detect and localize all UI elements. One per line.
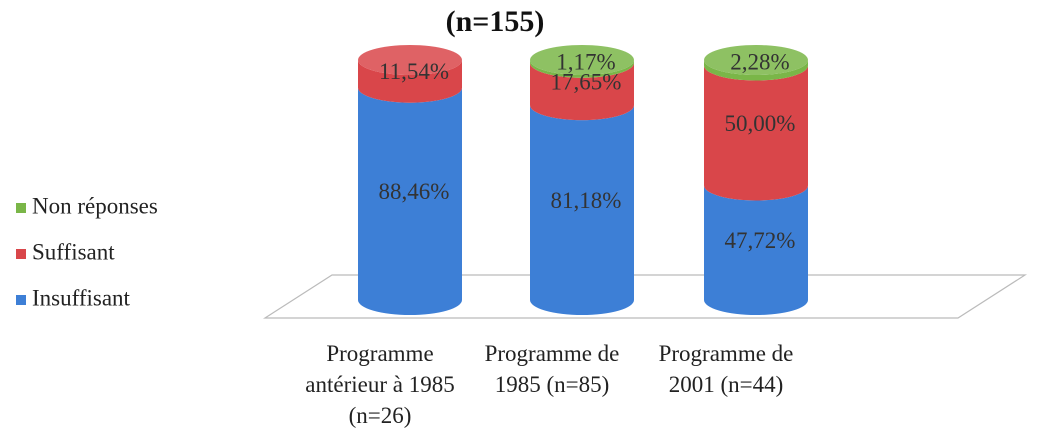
data-label: 88,46% [379, 179, 450, 204]
cylinder-segment [704, 65, 808, 201]
data-label: 11,54% [379, 59, 449, 84]
floor [262, 274, 1028, 319]
data-label: 1,17% [556, 49, 615, 74]
cylinder-top [358, 45, 462, 75]
cylinder-segment [704, 185, 808, 315]
cylinder-top [704, 45, 808, 75]
x-tick-label: Programme antérieur à 1985 (n=26) [305, 341, 455, 428]
data-label: 81,18% [551, 188, 622, 213]
cylinder-segment [704, 60, 808, 81]
data-label: 17,65% [551, 69, 622, 94]
cylinder-segment [358, 87, 462, 315]
chart-title: (n=155) [446, 5, 545, 38]
data-label: 50,00% [725, 111, 796, 136]
legend-swatch [16, 249, 26, 259]
cylinder-segment [530, 105, 634, 315]
x-tick-label: Programme de 2001 (n=44) [658, 341, 794, 397]
legend-swatch [16, 295, 26, 305]
cylinder-top [530, 45, 634, 75]
legend-label: Insuffisant [32, 285, 131, 310]
cylinder-segment [358, 60, 463, 103]
data-label: 2,28% [730, 49, 789, 74]
data-label: 47,72% [725, 228, 796, 253]
cylinder-segment [530, 60, 634, 78]
x-tick-label: Programme de 1985 (n=85) [484, 341, 620, 397]
cylinder-segment [530, 62, 634, 121]
legend-label: Suffisant [32, 239, 115, 264]
legend-swatch [16, 203, 26, 213]
legend-label: Non réponses [32, 193, 158, 218]
